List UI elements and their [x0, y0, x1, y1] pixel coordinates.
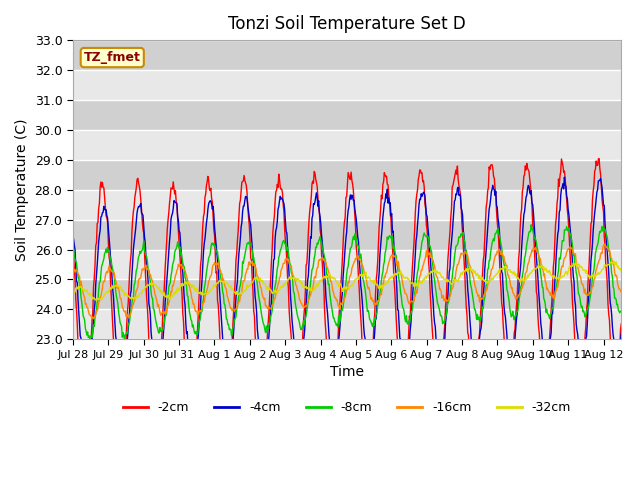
Bar [73, 279, 621, 310]
-32cm [476, 276, 484, 282]
Line: -2cm: -2cm [73, 158, 621, 406]
-8cm [618, 309, 625, 314]
-4cm [463, 273, 471, 278]
-2cm [595, 156, 603, 161]
X-axis label: Time: Time [330, 365, 364, 379]
-4cm [69, 233, 77, 239]
-16cm [476, 295, 484, 300]
Bar [73, 160, 621, 190]
-2cm [71, 278, 79, 284]
-4cm [304, 278, 312, 284]
-16cm [324, 268, 332, 274]
-8cm [69, 250, 77, 255]
Bar [73, 310, 621, 339]
-32cm [69, 289, 77, 295]
-2cm [476, 315, 484, 321]
Bar [73, 190, 621, 220]
Line: -8cm: -8cm [73, 225, 621, 340]
-16cm [618, 289, 625, 295]
-4cm [84, 379, 92, 384]
-16cm [147, 271, 154, 277]
-16cm [71, 269, 79, 275]
-2cm [69, 234, 77, 240]
Line: -16cm: -16cm [73, 244, 621, 319]
-2cm [618, 321, 625, 327]
Bar [73, 220, 621, 250]
-32cm [324, 274, 332, 279]
-4cm [71, 247, 79, 253]
-2cm [463, 312, 471, 318]
-32cm [463, 268, 471, 274]
-8cm [71, 257, 79, 263]
-32cm [618, 268, 625, 274]
Bar [73, 250, 621, 279]
-32cm [304, 285, 312, 291]
-8cm [324, 282, 332, 288]
-16cm [304, 300, 312, 305]
-32cm [147, 282, 154, 288]
-4cm [476, 328, 484, 334]
Y-axis label: Soil Temperature (C): Soil Temperature (C) [15, 119, 29, 261]
Text: TZ_fmet: TZ_fmet [84, 51, 141, 64]
-4cm [324, 320, 332, 326]
Bar [73, 100, 621, 130]
-4cm [618, 331, 625, 336]
Bar [73, 40, 621, 70]
-32cm [93, 298, 100, 303]
-32cm [71, 289, 79, 295]
Legend: -2cm, -4cm, -8cm, -16cm, -32cm: -2cm, -4cm, -8cm, -16cm, -32cm [118, 396, 576, 420]
-4cm [147, 312, 154, 317]
-16cm [90, 316, 97, 322]
-8cm [463, 254, 471, 260]
Line: -4cm: -4cm [73, 177, 621, 382]
-16cm [69, 267, 77, 273]
-16cm [601, 241, 609, 247]
Line: -32cm: -32cm [73, 261, 621, 300]
-2cm [304, 248, 312, 253]
Bar [73, 70, 621, 100]
-8cm [476, 317, 484, 323]
-8cm [121, 337, 129, 343]
-2cm [80, 403, 88, 409]
-2cm [324, 360, 332, 366]
Title: Tonzi Soil Temperature Set D: Tonzi Soil Temperature Set D [228, 15, 466, 33]
Bar [73, 130, 621, 160]
-16cm [463, 251, 471, 257]
-8cm [147, 278, 154, 284]
-4cm [561, 174, 568, 180]
-8cm [304, 303, 312, 309]
-32cm [610, 258, 618, 264]
-2cm [147, 359, 154, 365]
-8cm [527, 222, 535, 228]
